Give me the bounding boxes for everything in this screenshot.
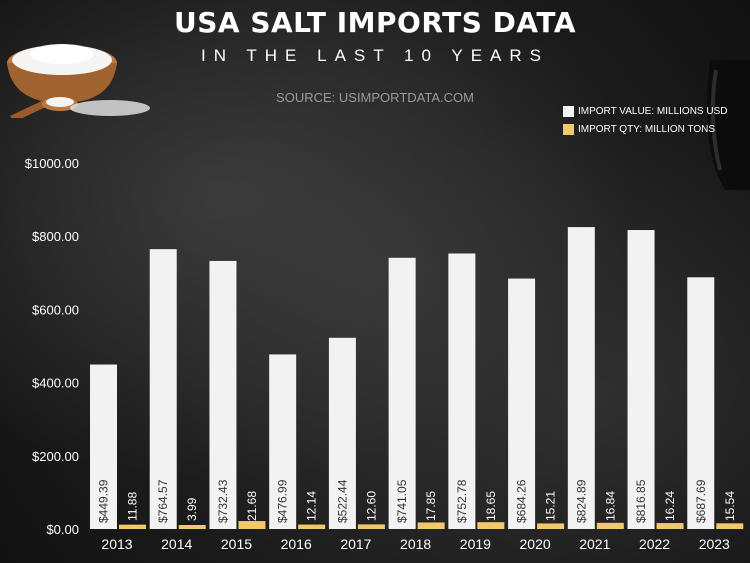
bar-import-qty	[178, 525, 206, 529]
bar-label-import-value: $449.39	[97, 479, 111, 523]
legend-item-qty: IMPORT QTY: MILLION TONS	[563, 120, 727, 138]
bar-label-import-value: $687.69	[694, 479, 708, 523]
bar-import-value	[567, 227, 595, 529]
chart-legend: IMPORT VALUE: MILLIONS USD IMPORT QTY: M…	[563, 102, 727, 138]
bar-label-import-value: $741.05	[395, 479, 409, 523]
bar-import-value	[448, 253, 476, 529]
x-tick-label: 2022	[639, 536, 670, 552]
bar-import-value	[687, 277, 715, 529]
bar-import-qty	[716, 523, 744, 529]
x-tick-label: 2014	[161, 536, 192, 552]
x-tick-label: 2019	[460, 536, 491, 552]
y-tick-label: $0.00	[46, 522, 79, 537]
bar-label-import-value: $816.85	[634, 479, 648, 523]
bar-label-import-value: $684.26	[515, 479, 529, 523]
bar-import-qty	[537, 523, 565, 529]
x-tick-label: 2016	[281, 536, 312, 552]
y-tick-label: $400.00	[32, 376, 79, 391]
bar-label-import-qty: 11.88	[126, 492, 140, 521]
legend-item-value: IMPORT VALUE: MILLIONS USD	[563, 102, 727, 120]
x-tick-label: 2013	[101, 536, 132, 552]
bar-import-qty	[357, 524, 385, 529]
x-tick-label: 2015	[221, 536, 252, 552]
bar-label-import-qty: 3.99	[185, 497, 199, 521]
x-tick-label: 2018	[400, 536, 431, 552]
bar-import-qty	[417, 522, 445, 529]
legend-swatch-qty	[563, 123, 574, 135]
legend-label-qty: IMPORT QTY: MILLION TONS	[578, 123, 716, 135]
bar-label-import-value: $522.44	[335, 479, 349, 523]
bar-label-import-value: $764.57	[156, 479, 170, 523]
legend-swatch-value	[563, 105, 574, 117]
bar-import-value	[149, 249, 177, 530]
chart-subtitle: IN THE LAST 10 YEARS	[200, 46, 550, 65]
bar-label-import-value: $732.43	[216, 479, 230, 523]
y-tick-label: $800.00	[32, 229, 79, 244]
y-tick-label: $200.00	[32, 449, 79, 464]
salt-shaker-image	[707, 60, 750, 190]
bar-import-value	[209, 260, 237, 529]
bar-import-value	[627, 230, 655, 529]
bar-label-import-qty: 15.21	[544, 491, 558, 521]
bar-import-value	[508, 278, 536, 529]
bar-import-qty	[238, 521, 266, 529]
bar-label-import-qty: 18.65	[484, 491, 498, 521]
bar-label-import-value: $752.78	[455, 479, 469, 523]
x-tick-label: 2020	[520, 536, 551, 552]
chart-source: SOURCE: USIMPORTDATA.COM	[276, 90, 474, 105]
bar-label-import-qty: 16.24	[663, 491, 677, 521]
bar-label-import-qty: 12.60	[364, 491, 378, 521]
bar-import-qty	[656, 523, 684, 529]
bar-label-import-value: $824.89	[574, 479, 588, 523]
legend-label-value: IMPORT VALUE: MILLIONS USD	[578, 105, 728, 117]
bar-import-value	[388, 257, 416, 529]
bar-label-import-qty: 17.85	[424, 491, 438, 521]
bar-import-value	[328, 337, 356, 529]
y-tick-label: $1000.00	[25, 156, 79, 171]
bar-label-import-qty: 21.68	[245, 491, 259, 521]
bar-label-import-qty: 15.54	[723, 491, 737, 521]
y-tick-label: $600.00	[32, 302, 79, 317]
bar-label-import-qty: 12.14	[305, 491, 319, 521]
bar-import-qty	[119, 524, 146, 529]
salt-bowl-image	[7, 44, 150, 118]
bar-import-qty	[596, 522, 624, 529]
x-tick-label: 2023	[699, 536, 730, 552]
bar-label-import-qty: 16.84	[603, 491, 617, 521]
bar-import-value	[269, 354, 297, 529]
x-tick-label: 2017	[340, 536, 371, 552]
bar-label-import-value: $476.99	[276, 479, 290, 523]
bar-import-qty	[298, 524, 326, 529]
bar-import-value	[90, 364, 117, 529]
bar-import-qty	[477, 522, 505, 529]
x-tick-label: 2021	[579, 536, 610, 552]
chart-title: USA SALT IMPORTS DATA	[174, 6, 576, 39]
